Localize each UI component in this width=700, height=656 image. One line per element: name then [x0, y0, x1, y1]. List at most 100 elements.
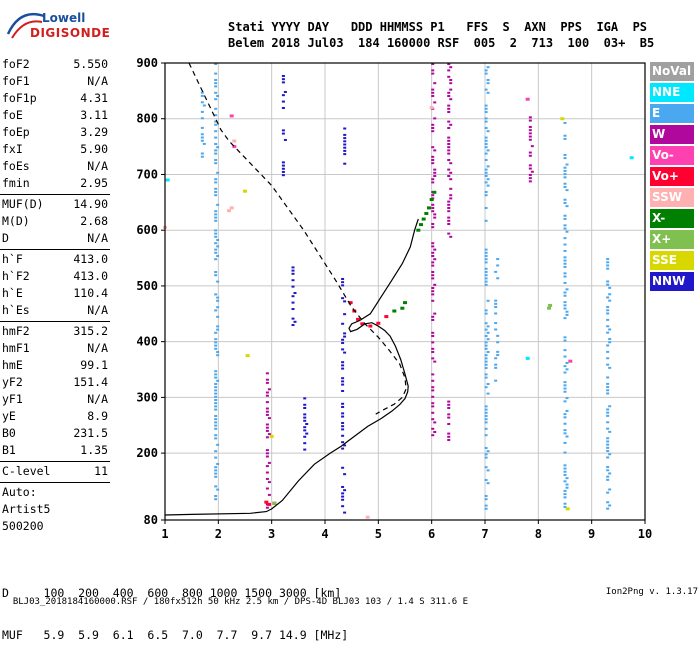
- x-tick-label: 10: [638, 527, 652, 541]
- legend-item: W: [650, 125, 694, 144]
- echo-mark: [433, 213, 437, 216]
- echo-mark: [447, 159, 451, 161]
- echo-mark: [606, 306, 610, 309]
- echo-mark: [563, 381, 567, 384]
- echo-mark: [484, 405, 488, 408]
- echo-mark: [265, 477, 269, 480]
- echo-mark: [484, 322, 488, 325]
- echo-mark: [216, 354, 220, 357]
- echo-mark: [606, 392, 610, 395]
- echo-mark: [563, 134, 567, 137]
- echo-mark: [431, 271, 435, 273]
- echo-mark: [606, 408, 610, 411]
- echo-mark: [484, 312, 488, 315]
- echo-mark: [606, 427, 610, 430]
- legend-item: Vo-: [650, 146, 694, 165]
- y-tick-label: 900: [136, 56, 158, 70]
- echo-mark: [341, 284, 345, 287]
- echo-mark: [563, 217, 567, 220]
- echo-mark: [606, 389, 610, 392]
- echo-mark: [200, 126, 204, 129]
- echo-mark: [283, 90, 287, 93]
- echo-mark: [447, 152, 451, 155]
- echo-mark: [447, 168, 451, 171]
- echo-mark: [449, 162, 453, 165]
- echo-mark: [484, 367, 488, 369]
- echo-mark: [403, 301, 407, 305]
- echo-mark: [433, 117, 437, 120]
- echo-mark: [496, 354, 500, 357]
- echo-mark: [281, 129, 285, 132]
- echo-mark: [214, 402, 218, 405]
- echo-mark: [565, 205, 569, 208]
- autoscale-info: 500200: [2, 519, 44, 533]
- y-tick-label: 300: [136, 390, 158, 404]
- echo-mark: [431, 210, 435, 213]
- echo-mark: [484, 251, 488, 254]
- param-name: fmin: [2, 176, 30, 190]
- echo-mark: [608, 472, 612, 475]
- echo-mark: [281, 81, 285, 84]
- echo-mark: [563, 301, 567, 304]
- echo-mark: [563, 390, 567, 393]
- echo-mark: [563, 272, 567, 275]
- echo-mark: [341, 505, 345, 508]
- echo-mark: [214, 485, 218, 488]
- echo-mark: [419, 223, 423, 227]
- version-label: Ion2Png v. 1.3.17: [605, 587, 698, 597]
- echo-mark: [431, 405, 435, 408]
- echo-mark: [484, 415, 488, 417]
- x-tick-label: 6: [428, 527, 435, 541]
- echo-mark: [214, 85, 218, 88]
- echo-mark: [496, 264, 500, 267]
- echo-mark: [431, 379, 435, 382]
- echo-mark: [484, 261, 488, 264]
- echo-mark: [214, 136, 218, 139]
- echo-mark: [216, 299, 220, 302]
- x-tick-label: 5: [375, 527, 382, 541]
- echo-mark: [547, 306, 551, 310]
- echo-mark: [200, 117, 204, 120]
- echo-mark: [565, 230, 569, 233]
- echo-mark: [431, 203, 435, 206]
- echo-mark: [606, 437, 610, 440]
- param-row: hmE 99.1: [0, 358, 110, 375]
- echo-mark: [216, 463, 220, 465]
- echo-mark: [494, 299, 498, 302]
- echo-mark: [214, 347, 218, 350]
- echo-mark: [281, 74, 285, 77]
- param-value: N/A: [87, 159, 108, 173]
- echo-mark: [214, 293, 218, 296]
- echo-mark: [484, 507, 488, 510]
- param-name: h`F: [2, 252, 23, 266]
- echo-mark: [281, 100, 285, 103]
- echo-mark: [484, 447, 488, 449]
- echo-mark: [200, 133, 204, 136]
- echo-mark: [606, 258, 610, 261]
- echo-mark: [530, 170, 534, 173]
- echo-mark: [283, 138, 287, 141]
- echo-mark: [528, 167, 532, 170]
- echo-mark: [528, 173, 532, 176]
- param-row: foF1 N/A: [0, 74, 110, 91]
- echo-mark: [484, 341, 488, 344]
- muf-row: MUF 5.9 5.9 6.1 6.5 7.0 7.7 9.7 14.9 [MH…: [2, 628, 349, 642]
- echo-mark: [494, 322, 498, 325]
- echo-mark: [431, 347, 435, 350]
- echo-mark: [281, 174, 285, 177]
- legend-item: SSE: [650, 251, 694, 270]
- param-value: 5.90: [80, 142, 108, 156]
- echo-mark: [484, 418, 488, 421]
- echo-mark: [303, 435, 307, 438]
- x-tick-label: 3: [268, 527, 275, 541]
- echo-mark: [484, 117, 488, 120]
- echo-mark: [606, 446, 610, 449]
- echo-mark: [431, 242, 435, 245]
- echo-mark: [447, 406, 451, 409]
- echo-mark: [606, 312, 610, 315]
- echo-mark: [449, 88, 453, 91]
- echo-legend: NoVal NNE E W Vo- Vo+ SSW X- X+ SSE NNW: [650, 62, 694, 293]
- echo-mark: [563, 480, 567, 483]
- echo-mark: [525, 356, 530, 360]
- echo-mark: [216, 95, 220, 97]
